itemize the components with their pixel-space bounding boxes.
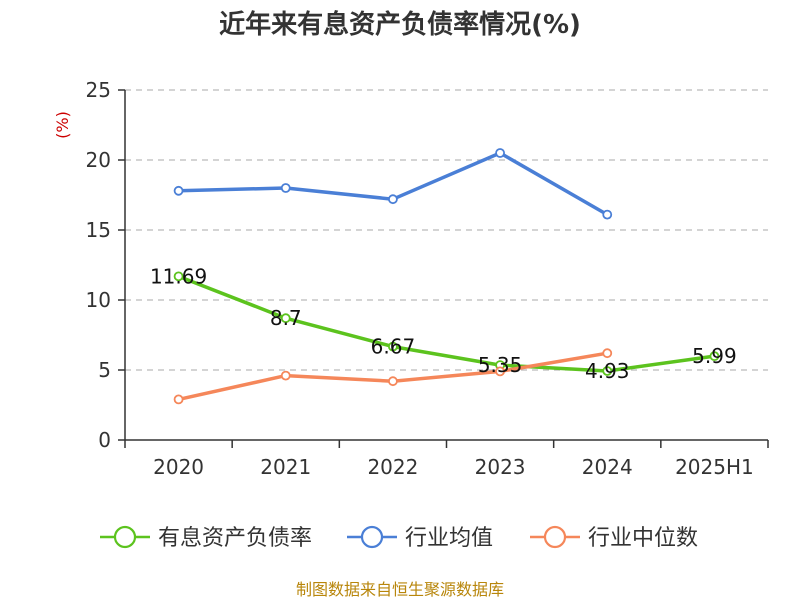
data-labels: 11.69 8.7 6.67 5.35 4.93 5.99 bbox=[150, 264, 737, 383]
y-tick-label: 25 bbox=[86, 78, 111, 102]
data-point bbox=[495, 148, 505, 158]
data-point bbox=[602, 348, 613, 359]
data-label: 5.35 bbox=[478, 353, 523, 377]
data-point bbox=[173, 394, 184, 405]
source-note: 制图数据来自恒生聚源数据库 bbox=[296, 580, 504, 599]
x-tick-label: 2020 bbox=[153, 455, 204, 479]
series-line-1 bbox=[178, 151, 609, 217]
data-point bbox=[602, 366, 613, 376]
data-label: 8.7 bbox=[270, 306, 302, 330]
chart-title: 近年来有息资产负债率情况(%) bbox=[219, 9, 581, 40]
x-tick-label: 2021 bbox=[260, 455, 311, 479]
data-point bbox=[709, 351, 720, 362]
data-label: 4.93 bbox=[585, 359, 630, 383]
y-tick-label: 10 bbox=[86, 288, 111, 312]
data-label: 6.67 bbox=[371, 335, 416, 359]
axes bbox=[118, 89, 769, 448]
data-point bbox=[280, 183, 291, 193]
y-axis-label: (%) bbox=[53, 111, 72, 139]
data-point bbox=[280, 370, 291, 381]
legend-label: 有息资产负债率 bbox=[158, 526, 312, 551]
y-tick-label: 15 bbox=[86, 218, 111, 242]
y-tick-label: 20 bbox=[86, 148, 111, 172]
series-line-0 bbox=[177, 274, 715, 373]
y-tick-label: 0 bbox=[98, 428, 111, 452]
legend-marker bbox=[543, 525, 567, 549]
data-label: 5.99 bbox=[692, 344, 737, 368]
data-point bbox=[173, 185, 184, 196]
data-point bbox=[388, 341, 398, 352]
data-point bbox=[173, 271, 184, 282]
legend: 有息资产负债率 行业均值 行业中位数 bbox=[100, 525, 698, 551]
data-point bbox=[495, 366, 505, 377]
x-tick-label: 2023 bbox=[475, 455, 526, 479]
x-tick-label: 2022 bbox=[367, 455, 418, 479]
data-label: 11.69 bbox=[150, 264, 207, 288]
data-point bbox=[280, 313, 291, 324]
y-tick-label: 5 bbox=[98, 358, 111, 382]
series-group bbox=[173, 148, 720, 405]
x-tick-labels: 2020 2021 2022 2023 2024 2025H1 bbox=[153, 455, 754, 479]
legend-label: 行业均值 bbox=[405, 526, 493, 551]
data-point bbox=[602, 209, 613, 220]
x-tick-label: 2025H1 bbox=[675, 455, 754, 479]
legend-label: 行业中位数 bbox=[588, 526, 698, 551]
data-point bbox=[388, 376, 398, 387]
legend-marker bbox=[113, 525, 137, 549]
gridlines bbox=[125, 89, 768, 371]
data-point bbox=[388, 194, 398, 205]
legend-marker bbox=[360, 525, 384, 549]
x-tick-label: 2024 bbox=[582, 455, 633, 479]
y-tick-labels: 0 5 10 15 20 25 bbox=[86, 78, 111, 452]
series-line-2 bbox=[178, 351, 608, 402]
